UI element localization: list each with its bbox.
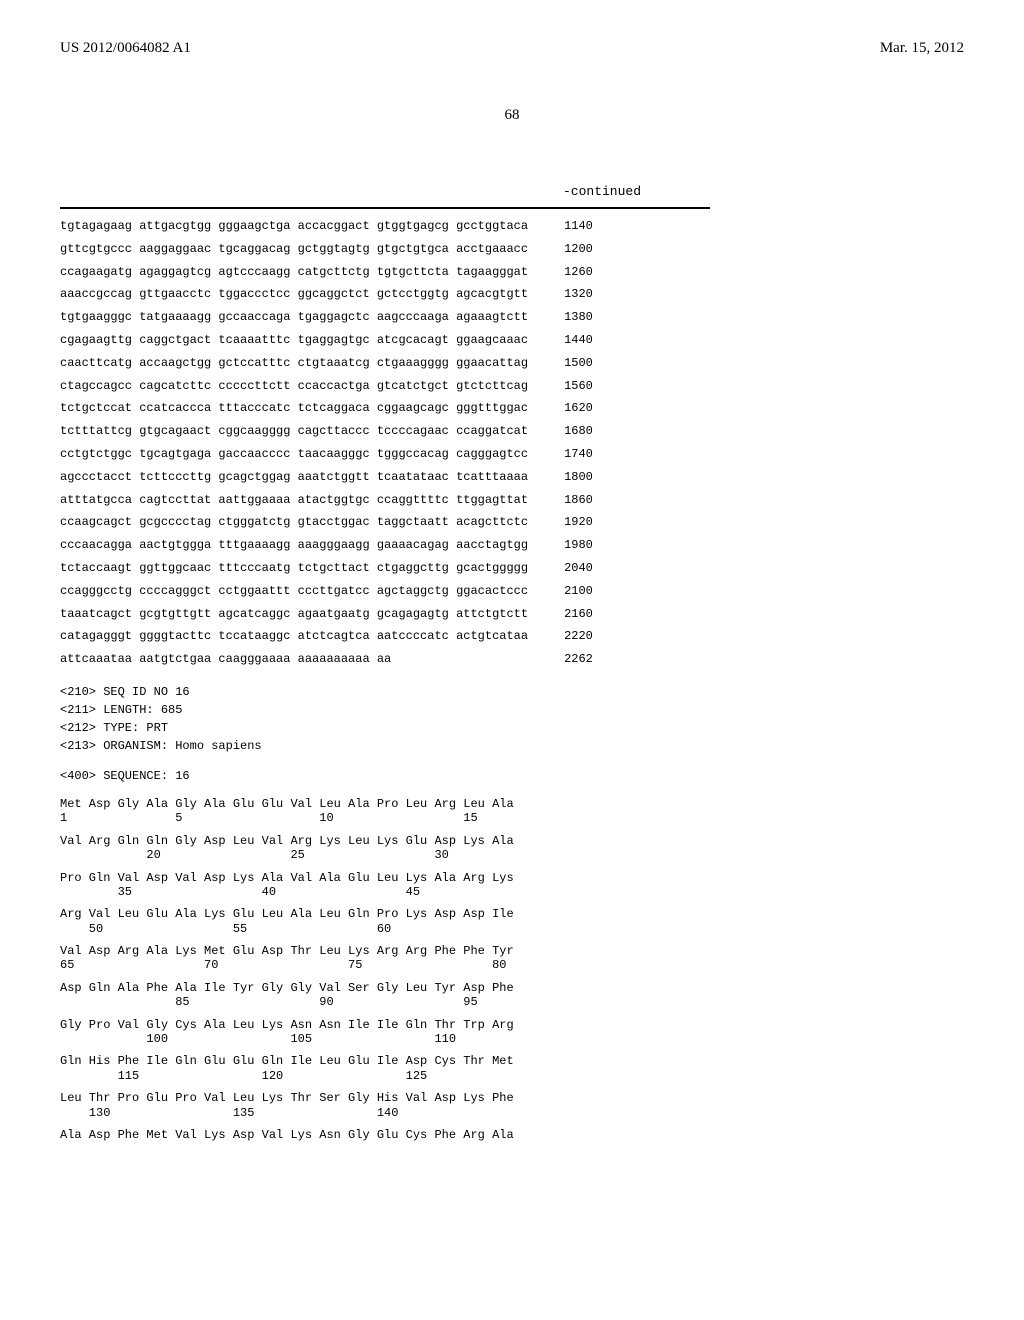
dna-line: ccagaagatg agaggagtcg agtcccaagg catgctt… [60, 261, 964, 284]
dna-line: agccctacct tcttcccttg gcagctggag aaatctg… [60, 466, 964, 489]
page-number: 68 [60, 107, 964, 124]
protein-row: Leu Thr Pro Glu Pro Val Leu Lys Thr Ser … [60, 1091, 964, 1120]
dna-line: aaaccgccag gttgaacctc tggaccctcc ggcaggc… [60, 283, 964, 306]
dna-line: caacttcatg accaagctgg gctccatttc ctgtaaa… [60, 352, 964, 375]
protein-row: Val Asp Arg Ala Lys Met Glu Asp Thr Leu … [60, 944, 964, 973]
meta-line: <213> ORGANISM: Homo sapiens [60, 737, 964, 755]
patent-number: US 2012/0064082 A1 [60, 40, 191, 57]
protein-aa-line: Leu Thr Pro Glu Pro Val Leu Lys Thr Ser … [60, 1091, 964, 1105]
dna-line: ccaagcagct gcgcccctag ctgggatctg gtacctg… [60, 511, 964, 534]
protein-pos-line: 65 70 75 80 [60, 958, 964, 972]
protein-pos-line: 1 5 10 15 [60, 811, 964, 825]
protein-pos-line: 50 55 60 [60, 922, 964, 936]
meta-line: <211> LENGTH: 685 [60, 701, 964, 719]
protein-sequence-block: Met Asp Gly Ala Gly Ala Glu Glu Val Leu … [60, 797, 964, 1142]
protein-row: Val Arg Gln Gln Gly Asp Leu Val Arg Lys … [60, 834, 964, 863]
protein-row: Met Asp Gly Ala Gly Ala Glu Glu Val Leu … [60, 797, 964, 826]
dna-line: tgtgaagggc tatgaaaagg gccaaccaga tgaggag… [60, 306, 964, 329]
protein-pos-line: 85 90 95 [60, 995, 964, 1009]
dna-line: tctgctccat ccatcaccca tttacccatc tctcagg… [60, 397, 964, 420]
protein-aa-line: Val Asp Arg Ala Lys Met Glu Asp Thr Leu … [60, 944, 964, 958]
dna-line: tctaccaagt ggttggcaac tttcccaatg tctgctt… [60, 557, 964, 580]
sequence-header: <400> SEQUENCE: 16 [60, 767, 964, 785]
protein-pos-line: 35 40 45 [60, 885, 964, 899]
dna-line: cctgtctggc tgcagtgaga gaccaacccc taacaag… [60, 443, 964, 466]
protein-aa-line: Met Asp Gly Ala Gly Ala Glu Glu Val Leu … [60, 797, 964, 811]
protein-aa-line: Arg Val Leu Glu Ala Lys Glu Leu Ala Leu … [60, 907, 964, 921]
meta-line: <210> SEQ ID NO 16 [60, 683, 964, 701]
protein-aa-line: Gly Pro Val Gly Cys Ala Leu Lys Asn Asn … [60, 1018, 964, 1032]
protein-pos-line: 100 105 110 [60, 1032, 964, 1046]
dna-line: attcaaataa aatgtctgaa caagggaaaa aaaaaaa… [60, 648, 964, 671]
meta-line: <212> TYPE: PRT [60, 719, 964, 737]
protein-aa-line: Pro Gln Val Asp Val Asp Lys Ala Val Ala … [60, 871, 964, 885]
dna-line: atttatgcca cagtccttat aattggaaaa atactgg… [60, 489, 964, 512]
dna-line: ctagccagcc cagcatcttc cccccttctt ccaccac… [60, 375, 964, 398]
protein-row: Arg Val Leu Glu Ala Lys Glu Leu Ala Leu … [60, 907, 964, 936]
metadata-block: <210> SEQ ID NO 16<211> LENGTH: 685<212>… [60, 683, 964, 755]
protein-row: Gln His Phe Ile Gln Glu Glu Gln Ile Leu … [60, 1054, 964, 1083]
dna-line: tctttattcg gtgcagaact cggcaagggg cagctta… [60, 420, 964, 443]
protein-row: Ala Asp Phe Met Val Lys Asp Val Lys Asn … [60, 1128, 964, 1142]
dna-line: tgtagagaag attgacgtgg gggaagctga accacgg… [60, 215, 964, 238]
dna-line: taaatcagct gcgtgttgtt agcatcaggc agaatga… [60, 603, 964, 626]
protein-aa-line: Gln His Phe Ile Gln Glu Glu Gln Ile Leu … [60, 1054, 964, 1068]
protein-pos-line: 130 135 140 [60, 1106, 964, 1120]
dna-line: cgagaagttg caggctgact tcaaaatttc tgaggag… [60, 329, 964, 352]
protein-aa-line: Val Arg Gln Gln Gly Asp Leu Val Arg Lys … [60, 834, 964, 848]
continued-label: -continued [240, 184, 964, 199]
protein-row: Pro Gln Val Asp Val Asp Lys Ala Val Ala … [60, 871, 964, 900]
protein-pos-line: 20 25 30 [60, 848, 964, 862]
dna-line: gttcgtgccc aaggaggaac tgcaggacag gctggta… [60, 238, 964, 261]
dna-line: ccagggcctg ccccagggct cctggaattt cccttga… [60, 580, 964, 603]
patent-date: Mar. 15, 2012 [880, 40, 964, 57]
protein-aa-line: Asp Gln Ala Phe Ala Ile Tyr Gly Gly Val … [60, 981, 964, 995]
dna-line: cccaacagga aactgtggga tttgaaaagg aaaggga… [60, 534, 964, 557]
protein-row: Gly Pro Val Gly Cys Ala Leu Lys Asn Asn … [60, 1018, 964, 1047]
protein-pos-line: 115 120 125 [60, 1069, 964, 1083]
dna-line: catagagggt ggggtacttc tccataaggc atctcag… [60, 625, 964, 648]
dna-sequence-block: tgtagagaag attgacgtgg gggaagctga accacgg… [60, 215, 964, 671]
protein-aa-line: Ala Asp Phe Met Val Lys Asp Val Lys Asn … [60, 1128, 964, 1142]
protein-row: Asp Gln Ala Phe Ala Ile Tyr Gly Gly Val … [60, 981, 964, 1010]
top-rule [60, 207, 710, 209]
